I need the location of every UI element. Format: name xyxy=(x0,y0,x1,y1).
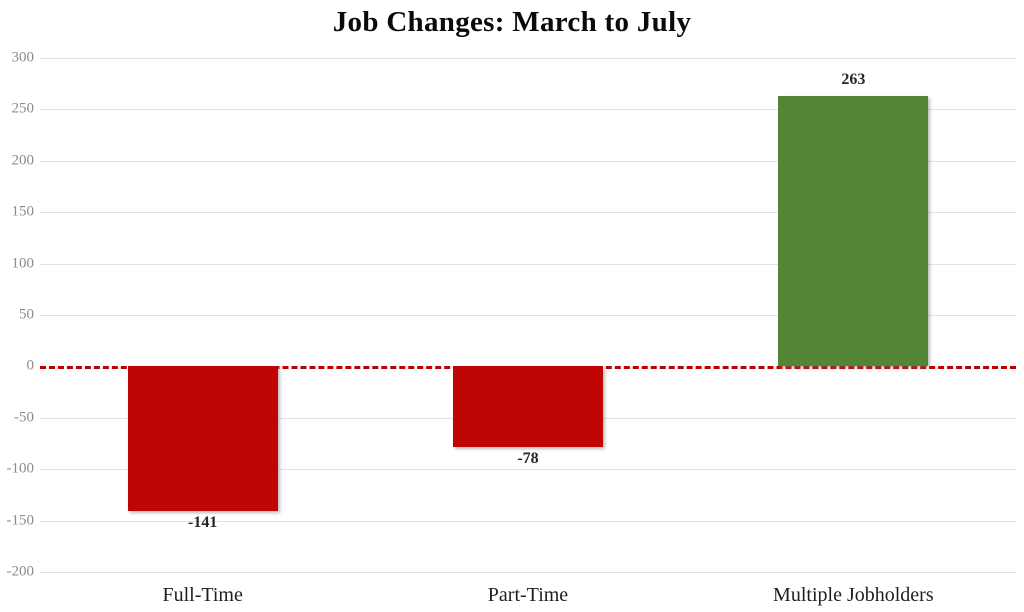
gridline-y-200 xyxy=(40,160,1016,162)
gridline-y-300 xyxy=(40,58,1016,59)
category-label-part-time: Part-Time xyxy=(487,584,569,606)
ytick-label--200: -200 xyxy=(6,563,35,580)
ytick-label-50: 50 xyxy=(19,306,34,323)
ytick-label-300: 300 xyxy=(11,49,35,66)
plot-area: 300 250 200 150 100 50 0 -50 -100 -150 -200 -141 -78… xyxy=(7,50,1016,580)
bar-part-time xyxy=(453,366,603,447)
bar-multiple-jobholders xyxy=(778,96,929,367)
gridline-y--150 xyxy=(40,520,1016,522)
gridline-y-50 xyxy=(40,315,1016,316)
ytick-label--100: -100 xyxy=(6,460,35,477)
ytick-label-250: 250 xyxy=(11,100,35,117)
gridline-y--100 xyxy=(40,469,1016,471)
ytick-label-0: 0 xyxy=(26,357,35,374)
bar-full-time xyxy=(127,366,278,512)
ytick-label--50: -50 xyxy=(14,409,34,426)
gridline-y-250 xyxy=(40,109,1016,111)
gridline-y-100 xyxy=(40,263,1016,265)
value-label-part-time: -78 xyxy=(517,449,539,467)
value-label-multiple-jobholders: 263 xyxy=(841,71,866,89)
ytick-label--150: -150 xyxy=(6,512,35,529)
gridline-y-150 xyxy=(40,212,1016,214)
ytick-label-200: 200 xyxy=(11,152,35,169)
chart-title: Job Changes: March to July xyxy=(332,6,692,38)
gridline-y--200 xyxy=(40,572,1016,573)
ytick-label-100: 100 xyxy=(11,255,35,272)
value-label-full-time: -141 xyxy=(187,514,218,532)
category-label-multiple-jobholders: Multiple Jobholders xyxy=(773,584,934,606)
category-label-full-time: Full-Time xyxy=(162,584,243,606)
ytick-label-150: 150 xyxy=(11,203,35,220)
